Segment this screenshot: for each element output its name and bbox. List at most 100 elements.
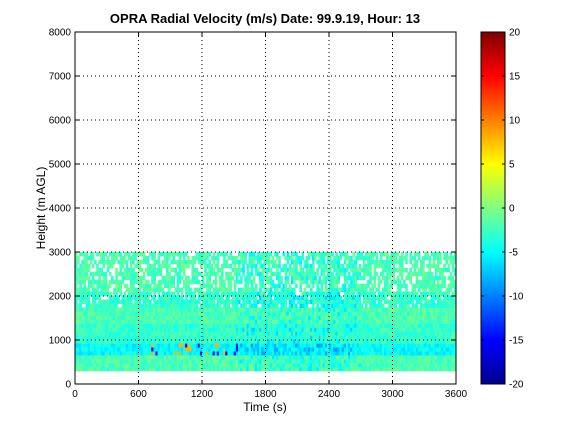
heatmap-cell: [394, 319, 398, 324]
heatmap-cell: [132, 327, 135, 332]
heatmap-cell: [407, 323, 410, 328]
heatmap-cell: [202, 358, 205, 364]
heatmap-cell: [123, 275, 127, 281]
heatmap-cell: [354, 295, 358, 301]
heatmap-cell: [367, 315, 370, 320]
heatmap-cell: [316, 267, 319, 273]
heatmap-cell: [117, 271, 120, 277]
heatmap-cell: [297, 311, 300, 316]
heatmap-cell: [428, 323, 432, 328]
heatmap-cell: [276, 311, 279, 316]
heatmap-cell: [451, 299, 455, 304]
heatmap-cell: [193, 339, 197, 344]
heatmap-cell: [225, 271, 228, 277]
heatmap-cell: [104, 331, 108, 336]
y-tick-label: 1000: [49, 336, 72, 347]
heatmap-cell: [185, 283, 188, 289]
heatmap-cell: [407, 347, 410, 352]
heatmap-cell: [182, 362, 186, 368]
heatmap-cell: [214, 275, 218, 281]
heatmap-cell: [339, 263, 343, 269]
heatmap-cell: [331, 366, 334, 372]
heatmap-cell: [259, 354, 262, 360]
heatmap-cell: [295, 351, 298, 356]
heatmap-cell: [100, 331, 104, 336]
heatmap-cell: [324, 311, 328, 316]
heatmap-cell: [159, 327, 163, 332]
heatmap-cell: [96, 319, 99, 324]
heatmap-cell: [324, 315, 328, 320]
heatmap-cell: [339, 335, 343, 340]
heatmap-cell: [381, 263, 385, 269]
heatmap-cell: [362, 299, 366, 304]
heatmap-cell: [426, 299, 429, 304]
heatmap-cell: [271, 331, 275, 336]
heatmap-cell: [377, 279, 381, 285]
heatmap-cell: [384, 275, 387, 281]
heatmap-cell: [132, 287, 135, 293]
heatmap-cell: [415, 315, 419, 320]
heatmap-cell: [411, 271, 415, 277]
heatmap-cell: [166, 343, 169, 348]
heatmap-cell: [314, 351, 317, 356]
heatmap-cell: [436, 327, 440, 332]
heatmap-cell: [191, 279, 195, 285]
heatmap-cell: [371, 358, 374, 364]
heatmap-cell: [392, 351, 396, 356]
heatmap-cell: [202, 283, 205, 289]
heatmap-cell: [161, 339, 165, 344]
heatmap-cell: [422, 307, 425, 312]
heatmap-cell: [85, 331, 89, 336]
heatmap-cell: [146, 263, 150, 269]
heatmap-cell: [237, 351, 241, 356]
heatmap-cell: [415, 351, 419, 356]
heatmap-cell: [214, 283, 218, 289]
heatmap-cell: [155, 327, 159, 332]
heatmap-cell: [79, 307, 82, 312]
heatmap-cell: [324, 303, 328, 308]
heatmap-cell: [81, 259, 84, 265]
heatmap-cell: [400, 323, 404, 328]
heatmap-cell: [134, 347, 137, 352]
heatmap-cell: [312, 343, 315, 348]
heatmap-cell: [377, 283, 381, 289]
heatmap-cell: [445, 366, 449, 372]
heatmap-cell: [77, 267, 80, 273]
heatmap-cell: [316, 339, 319, 344]
heatmap-cell: [212, 299, 216, 304]
heatmap-cell: [369, 366, 372, 372]
heatmap-cell: [280, 303, 283, 308]
heatmap-cell: [130, 267, 133, 273]
heatmap-cell: [392, 331, 396, 336]
heatmap-cell: [367, 354, 370, 360]
heatmap-cell: [312, 267, 315, 273]
heatmap-cell: [163, 335, 167, 340]
heatmap-cell: [443, 323, 446, 328]
heatmap-cell: [134, 366, 137, 372]
heatmap-cell: [345, 335, 349, 340]
heatmap-cell: [115, 354, 118, 360]
heatmap-cell: [81, 366, 84, 372]
heatmap-cell: [445, 307, 449, 312]
heatmap-cell: [153, 299, 156, 304]
heatmap-cell: [278, 362, 281, 368]
heatmap-cell: [166, 299, 169, 304]
x-tick-label: 3000: [381, 389, 404, 400]
heatmap-cell: [386, 323, 389, 328]
heatmap-cell: [77, 347, 80, 352]
heatmap-cell: [335, 354, 338, 360]
heatmap-cell: [329, 335, 332, 340]
heatmap-cell: [413, 295, 417, 301]
heatmap-cell: [269, 347, 273, 352]
heatmap-cell: [409, 319, 413, 324]
heatmap-cell: [223, 343, 226, 348]
heatmap-cell: [134, 279, 137, 285]
heatmap-cell: [144, 315, 148, 320]
heatmap-cell: [451, 303, 455, 308]
heatmap-cell: [81, 275, 84, 281]
heatmap-cell: [396, 283, 400, 289]
heatmap-cell: [335, 343, 338, 348]
heatmap-cell: [400, 271, 404, 277]
heatmap-cell: [263, 291, 266, 297]
heatmap-cell: [157, 358, 161, 364]
